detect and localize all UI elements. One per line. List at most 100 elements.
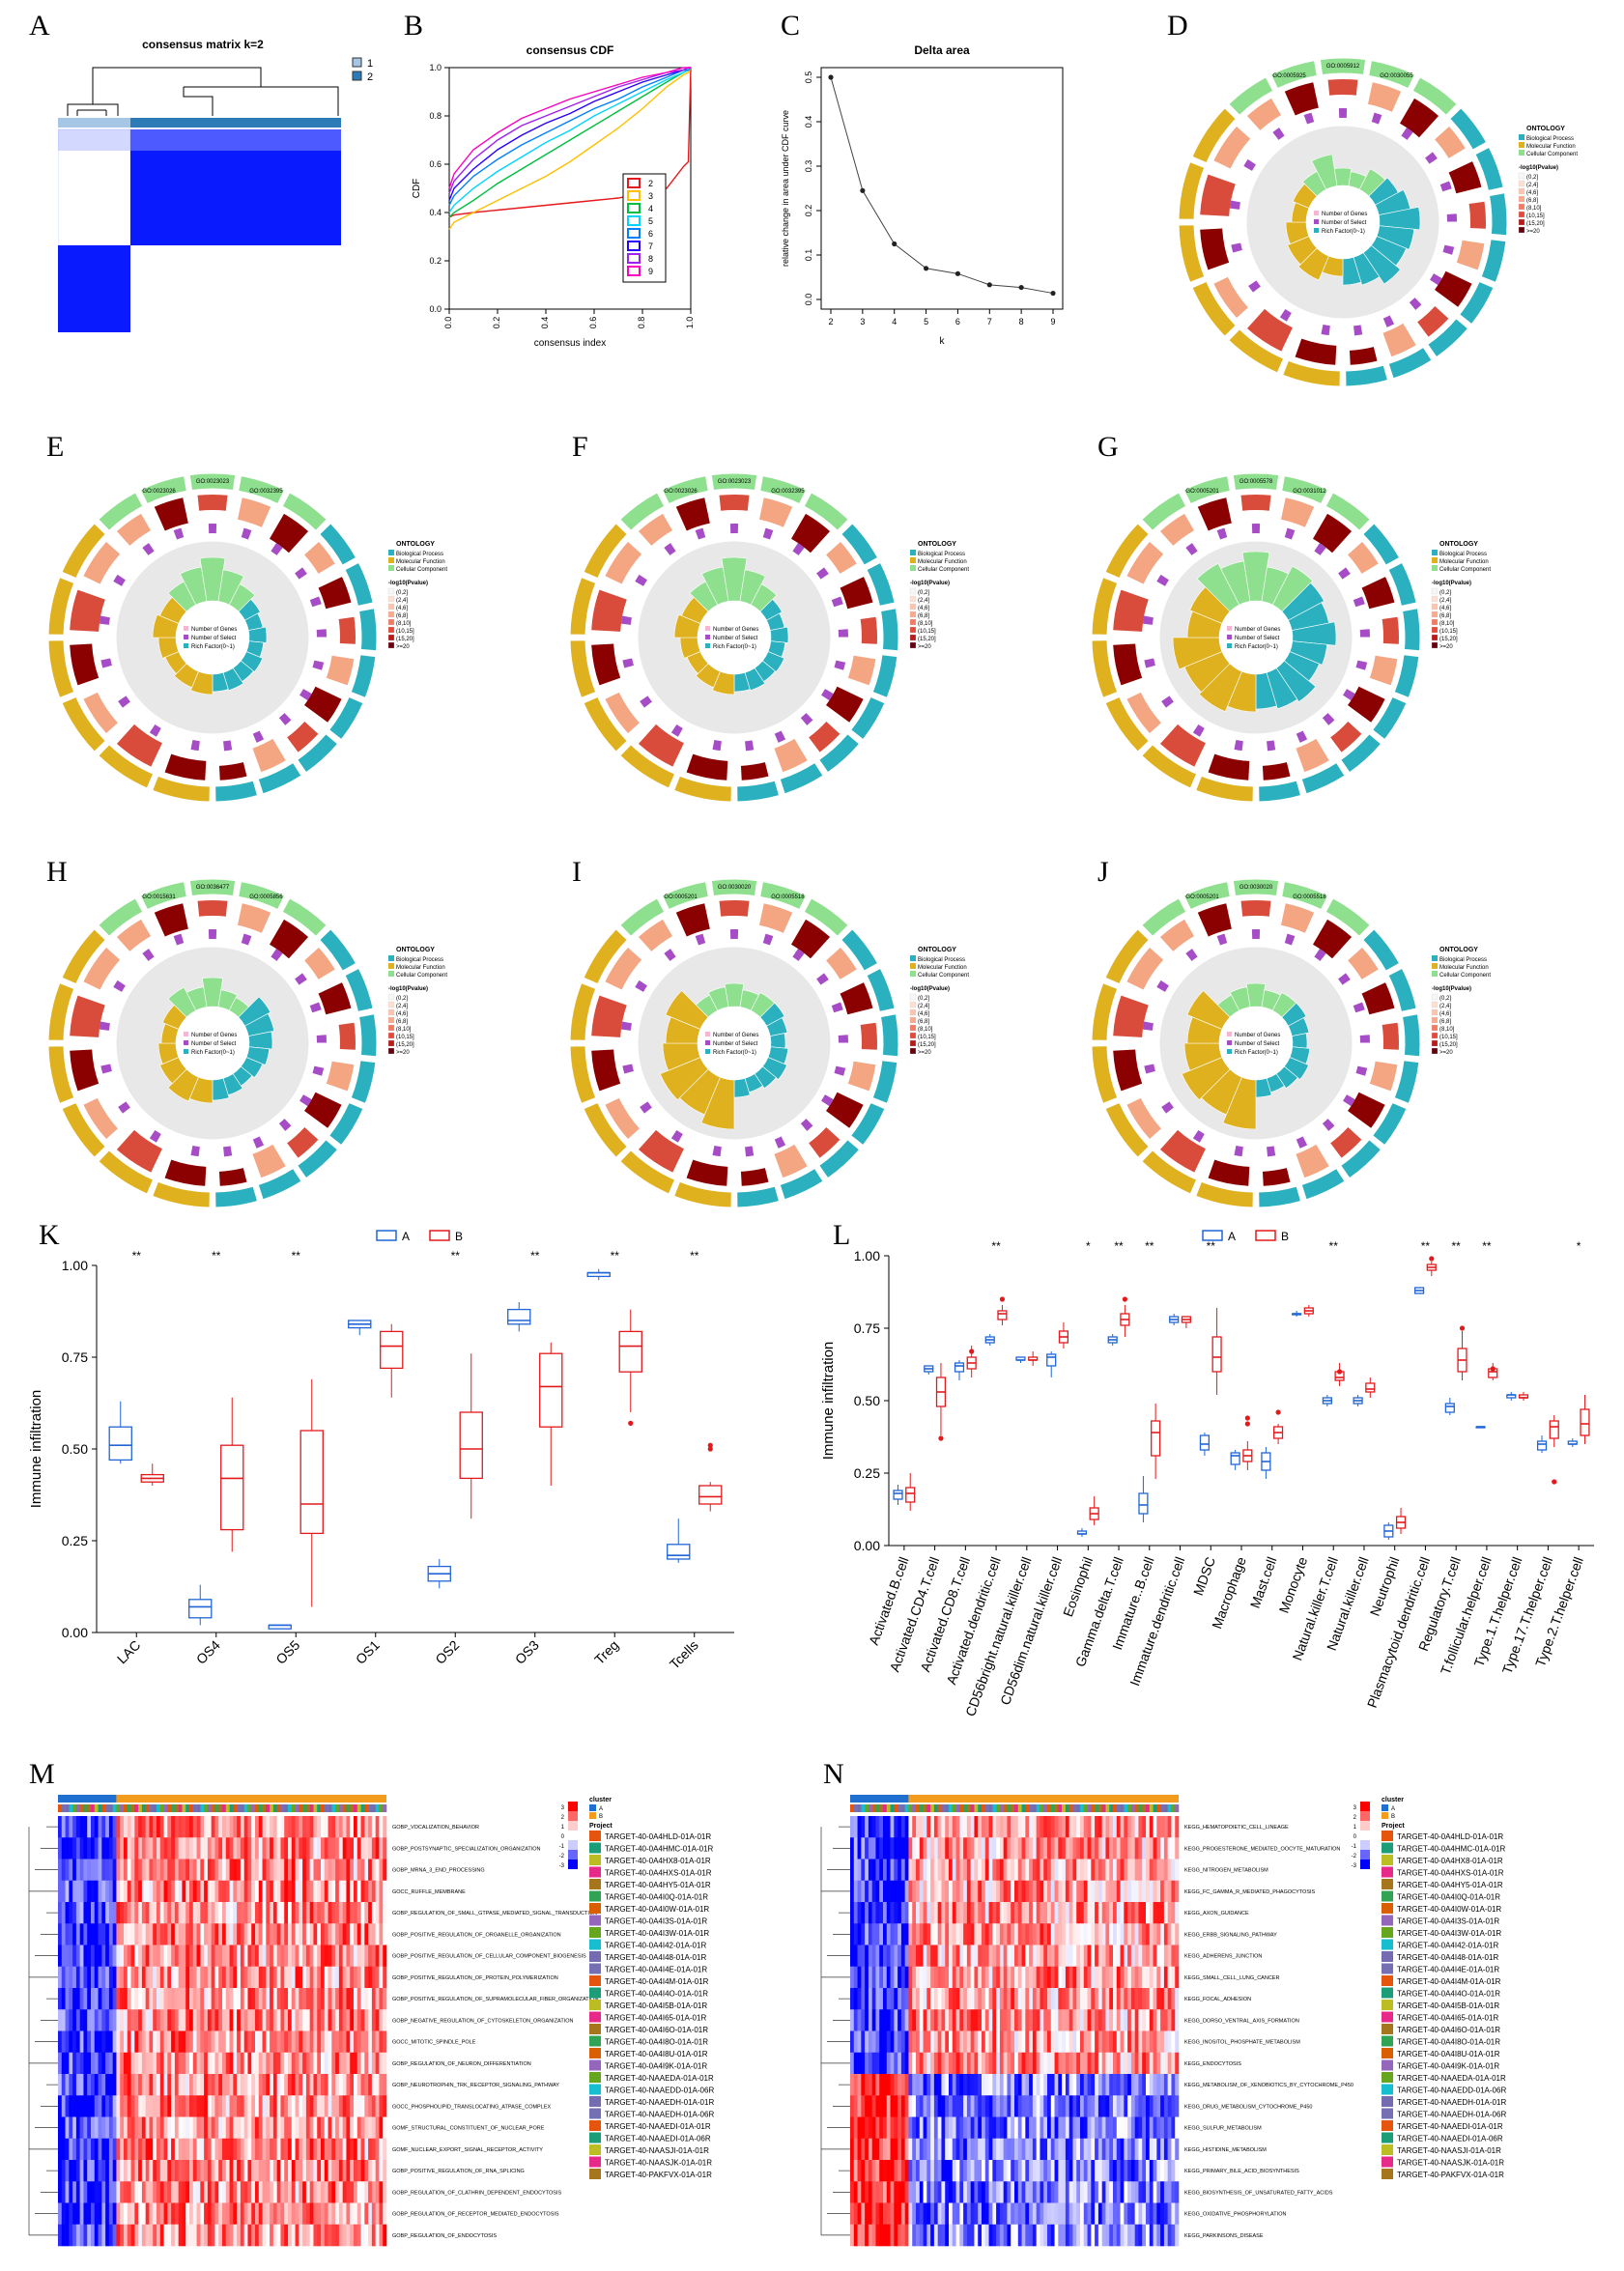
heat-cell bbox=[1076, 1966, 1081, 1989]
heat-cell bbox=[1021, 1988, 1026, 2010]
project-bar-cell bbox=[91, 1804, 96, 1812]
ontology-legend-title: ONTOLOGY bbox=[396, 541, 435, 548]
heat-cell bbox=[375, 2181, 380, 2203]
heat-cell bbox=[1124, 1945, 1128, 1968]
heat-cell bbox=[1076, 1816, 1081, 1838]
heat-cell bbox=[163, 1837, 168, 1859]
heat-cell bbox=[159, 2224, 164, 2247]
heat-cell bbox=[120, 2138, 125, 2161]
heat-cell bbox=[207, 2138, 212, 2161]
heat-cell bbox=[371, 1859, 376, 1882]
heat-cell bbox=[871, 2030, 876, 2054]
heat-cell bbox=[923, 2074, 927, 2096]
heat-cell bbox=[270, 2181, 274, 2203]
heat-cell bbox=[886, 2138, 891, 2161]
heat-cell bbox=[288, 1923, 293, 1945]
heat-cell bbox=[167, 1816, 172, 1838]
heat-cell bbox=[79, 2030, 84, 2054]
heat-cell bbox=[163, 1859, 168, 1882]
heat-cell bbox=[959, 1837, 964, 1859]
heat-cell bbox=[145, 2224, 150, 2247]
heat-cell bbox=[1083, 2116, 1088, 2140]
heat-cell bbox=[1040, 2009, 1044, 2031]
heat-cell bbox=[116, 2202, 121, 2226]
heat-cell bbox=[368, 1902, 373, 1924]
heat-cell bbox=[1095, 2009, 1099, 2031]
heat-cell bbox=[1153, 1923, 1157, 1945]
heat-cell bbox=[354, 1966, 358, 1989]
heat-cell bbox=[1058, 1966, 1063, 1989]
heat-cell bbox=[328, 2116, 332, 2140]
heat-cell bbox=[247, 1902, 252, 1924]
heat-cell bbox=[868, 2095, 872, 2117]
heat-cell bbox=[291, 2030, 296, 2054]
heat-cell bbox=[937, 1945, 942, 1968]
heat-cell bbox=[69, 1923, 73, 1945]
heat-cell bbox=[894, 2181, 898, 2203]
heat-cell bbox=[1124, 1837, 1128, 1859]
heat-cell bbox=[904, 2052, 909, 2075]
heat-cell bbox=[112, 2138, 117, 2161]
consensus-legend-2: 2 bbox=[367, 71, 373, 83]
heat-cell bbox=[1175, 1880, 1180, 1903]
heat-cell bbox=[192, 2052, 197, 2075]
heat-cell bbox=[1065, 2138, 1069, 2161]
heat-cell bbox=[291, 1816, 296, 1838]
heat-cell bbox=[192, 1923, 197, 1945]
heat-cell bbox=[291, 1859, 296, 1882]
heat-cell bbox=[1153, 1945, 1157, 1968]
count-bar-mf bbox=[1126, 541, 1164, 584]
heat-cell bbox=[91, 1902, 96, 1924]
heat-cell bbox=[159, 1923, 164, 1945]
heat-cell bbox=[350, 1923, 355, 1945]
heat-cell bbox=[368, 2095, 373, 2117]
heat-cell bbox=[295, 2138, 299, 2161]
heat-cell bbox=[978, 2138, 983, 2161]
heat-cell bbox=[207, 2009, 212, 2031]
heat-cell bbox=[375, 2160, 380, 2182]
heat-cell bbox=[98, 1966, 102, 1989]
heat-cell bbox=[79, 1945, 84, 1968]
heat-cell bbox=[145, 2202, 150, 2226]
heat-cell bbox=[916, 1945, 921, 1968]
box-B bbox=[459, 1411, 483, 1480]
heat-cell bbox=[941, 1880, 946, 1903]
heat-cell bbox=[1167, 1816, 1172, 1838]
heat-cell bbox=[883, 1902, 888, 1924]
select-bar-bp bbox=[252, 1136, 265, 1149]
go-term-label: GO:0032395 bbox=[771, 489, 805, 495]
heat-cell bbox=[1095, 1816, 1099, 1838]
heat-cell bbox=[167, 1923, 172, 1945]
heat-cell bbox=[266, 1945, 271, 1968]
heat-cell bbox=[937, 2181, 942, 2203]
heat-cell bbox=[996, 2181, 1001, 2203]
heat-cell bbox=[982, 1902, 986, 1924]
heat-cell bbox=[371, 1816, 376, 1838]
project-bar-cell bbox=[302, 1804, 307, 1812]
pvalue-swatch bbox=[909, 1008, 917, 1016]
heat-cell bbox=[1036, 1988, 1040, 2010]
heat-cell bbox=[331, 1837, 336, 1859]
select-bar-mf bbox=[640, 1101, 652, 1114]
heat-cell bbox=[1105, 2009, 1110, 2031]
heat-cell bbox=[1124, 2074, 1128, 2096]
pvalue-label: (15,20] bbox=[1439, 1042, 1458, 1048]
heat-cell bbox=[211, 1859, 215, 1882]
project-bar-cell bbox=[247, 1804, 252, 1812]
count-bar-bp bbox=[1262, 1168, 1291, 1186]
heat-cell bbox=[1025, 1923, 1030, 1945]
heat-cell bbox=[149, 1945, 154, 1968]
heat-cell bbox=[94, 1880, 99, 1903]
heat-cell bbox=[879, 1837, 884, 1859]
heat-cell bbox=[1003, 1880, 1008, 1903]
heat-cell bbox=[883, 2138, 888, 2161]
heat-cell bbox=[328, 1945, 332, 1968]
select-bar-cc bbox=[695, 527, 706, 540]
heat-cell bbox=[1101, 2116, 1106, 2140]
heat-cell bbox=[138, 2009, 143, 2031]
heat-cell bbox=[1130, 1859, 1135, 1882]
heat-cell bbox=[83, 1988, 88, 2010]
heat-cell bbox=[1087, 2138, 1092, 2161]
heat-cell bbox=[331, 1966, 336, 1989]
heat-cell bbox=[350, 2074, 355, 2096]
